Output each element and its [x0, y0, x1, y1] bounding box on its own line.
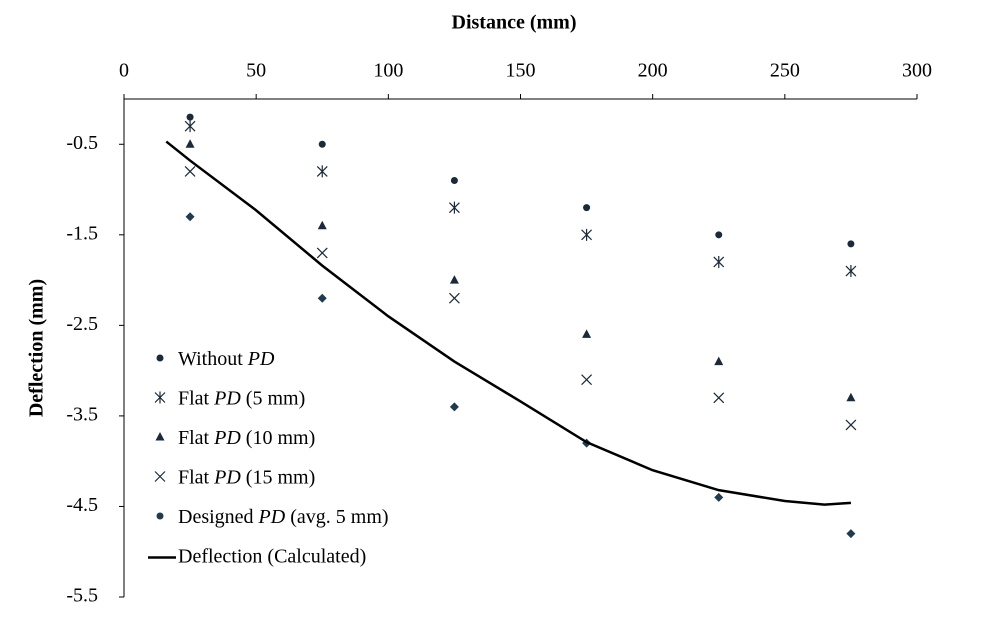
x-tick-label: 100: [373, 60, 403, 82]
x-tick-label: 150: [506, 60, 536, 82]
legend-label: Flat PD (15 mm): [178, 466, 315, 488]
point: [185, 212, 195, 222]
point: [845, 265, 857, 278]
point: [846, 392, 856, 402]
legend-label: Flat PD (5 mm): [178, 387, 305, 409]
chart-title: Distance (mm): [452, 12, 577, 34]
point: [715, 231, 723, 239]
legend-label: Deflection (Calculated): [178, 545, 366, 567]
point: [186, 113, 194, 121]
legend-swatch: [155, 432, 165, 441]
point: [581, 228, 593, 241]
point: [581, 374, 593, 386]
y-tick-label: -4.5: [66, 494, 98, 516]
legend-label: Without PD: [178, 348, 275, 370]
point: [714, 356, 724, 366]
point: [714, 492, 724, 502]
point: [316, 247, 328, 259]
point: [713, 255, 725, 268]
point: [317, 293, 327, 303]
point: [448, 201, 460, 214]
point: [449, 402, 459, 412]
point: [847, 240, 855, 248]
point: [316, 165, 328, 178]
legend-swatch: [154, 391, 166, 404]
y-tick-label: -0.5: [66, 132, 98, 154]
point: [583, 204, 591, 212]
y-tick-label: -1.5: [66, 222, 98, 244]
point: [184, 166, 196, 177]
point: [450, 176, 458, 184]
x-tick-label: 300: [902, 60, 932, 82]
x-tick-label: 50: [246, 60, 266, 82]
legend-swatch: [156, 354, 164, 362]
y-tick-label: -5.5: [66, 585, 98, 607]
point: [582, 329, 592, 338]
point: [448, 292, 460, 304]
legend-swatch: [154, 471, 166, 482]
legend-label: Flat PD (10 mm): [178, 427, 315, 449]
x-tick-label: 0: [119, 60, 129, 82]
point: [449, 275, 459, 284]
point: [184, 120, 196, 133]
point: [318, 140, 326, 148]
point: [185, 139, 195, 148]
y-tick-label: -3.5: [66, 404, 98, 426]
line: [165, 140, 852, 506]
point: [846, 529, 856, 539]
y-axis-label: Deflection (mm): [26, 279, 48, 417]
x-tick-label: 200: [638, 60, 668, 82]
legend-swatch: [156, 512, 164, 520]
point: [713, 392, 725, 404]
y-tick-label: -2.5: [66, 313, 98, 335]
x-tick-label: 250: [770, 60, 800, 82]
legend-label: Designed PD (avg. 5 mm): [178, 506, 389, 528]
point: [317, 220, 327, 230]
point: [845, 419, 857, 431]
